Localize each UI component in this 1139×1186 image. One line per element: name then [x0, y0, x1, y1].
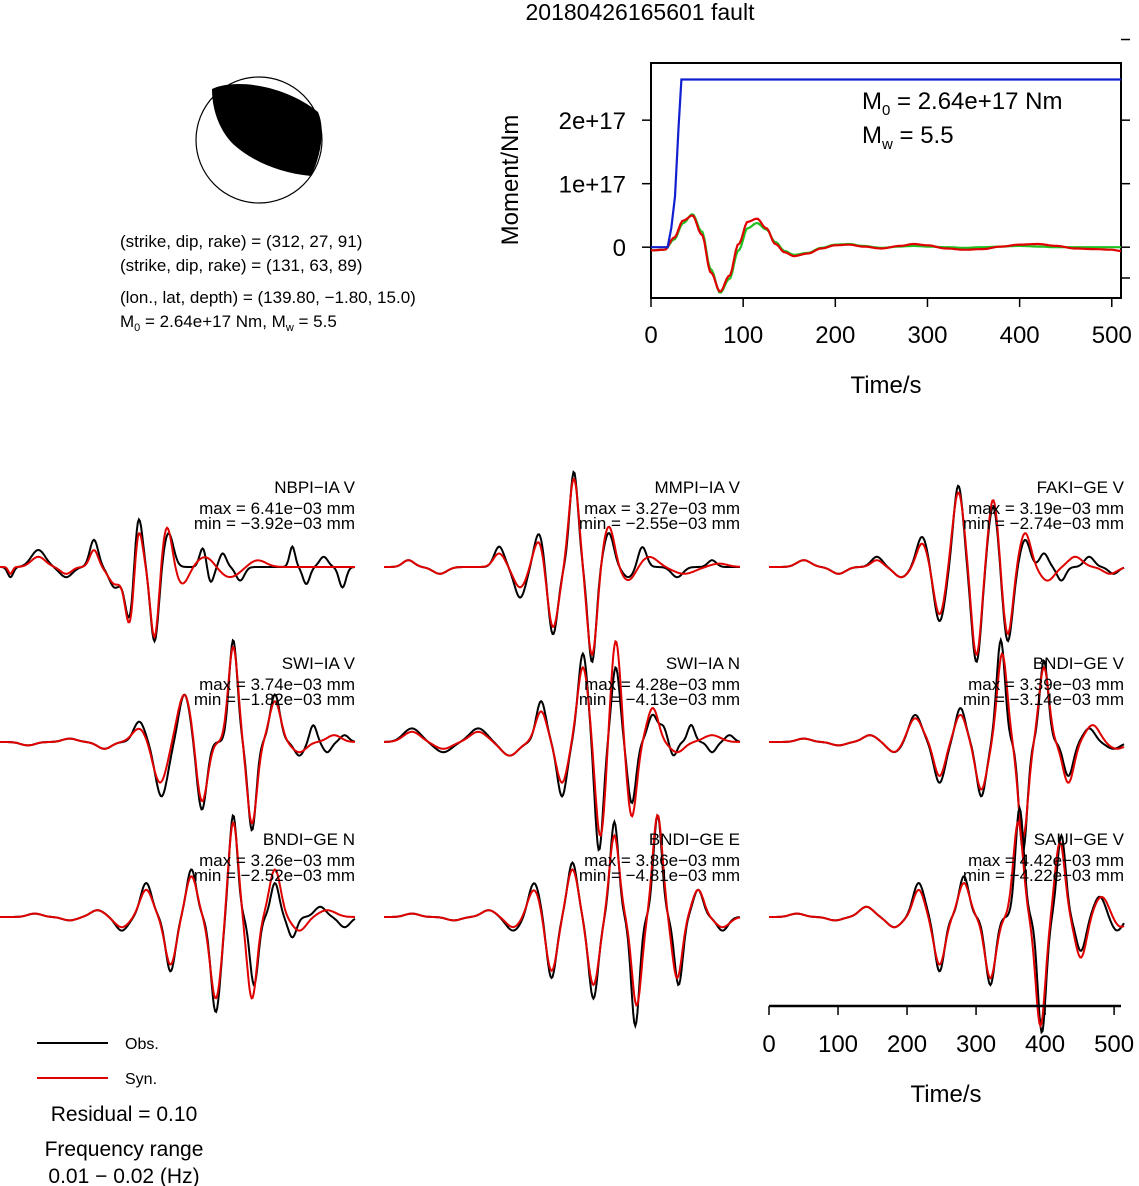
moment-series-syn — [650, 214, 1122, 293]
moment-plot-frame — [650, 62, 1122, 299]
moment-x-tick-label: 0 — [644, 322, 657, 349]
waveform-max-label: max = 3.19e−03 mm — [968, 499, 1124, 518]
waveform-syn-trace — [384, 813, 741, 1007]
frequency-range-value: 0.01 − 0.02 (Hz) — [48, 1165, 199, 1186]
waveform-max-label: max = 4.42e−03 mm — [968, 851, 1124, 870]
waveform-max-label: max = 3.39e−03 mm — [968, 675, 1124, 694]
waveform-station-label: SWI−IA V — [282, 654, 356, 673]
moment-y-tick-label: 1e+17 — [559, 172, 626, 199]
waveform-station-label: BNDI−GE N — [263, 830, 355, 849]
waveform-min-label: min = −4.13e−03 mm — [579, 690, 740, 709]
residual-text: Residual = 0.10 — [51, 1103, 198, 1126]
moment-series-green — [650, 213, 1121, 294]
waveform-x-tick-label: 200 — [887, 1031, 927, 1058]
frequency-range-label: Frequency range — [45, 1138, 204, 1161]
m0-annotation: M0 = 2.64e+17 Nm — [862, 88, 1062, 119]
legend-obs-label: Obs. — [125, 1036, 159, 1053]
waveform-x-tick-label: 100 — [818, 1031, 858, 1058]
moment-x-axis-label: Time/s — [850, 372, 921, 399]
moment-chart: 0 100 200 300 400 500 0 1e+17 2e+17 Moment/Nm T… — [497, 38, 1132, 399]
waveform-syn-trace — [383, 639, 740, 838]
waveform-min-label: min = −3.92e−03 mm — [194, 514, 355, 533]
waveform-max-label: max = 4.28e−03 mm — [584, 675, 740, 694]
waveform-min-label: min = −4.22e−03 mm — [963, 866, 1124, 885]
waveform-station-label: BNDI−GE E — [649, 830, 740, 849]
waveform-max-label: max = 6.41e−03 mm — [199, 499, 355, 518]
waveform-min-label: min = −4.81e−03 mm — [579, 866, 740, 885]
focal-mechanism-beachball — [195, 76, 323, 204]
waveform-max-label: max = 3.74e−03 mm — [199, 675, 355, 694]
waveform-station-label: NBPI−IA V — [274, 478, 355, 497]
waveform-syn-trace — [384, 477, 741, 657]
waveform-syn-trace — [0, 526, 355, 640]
moment-y-axis-label: Moment/Nm — [497, 115, 524, 246]
waveform-x-tick-label: 400 — [1025, 1031, 1065, 1058]
figure-title: 20180426165601 fault — [526, 0, 756, 25]
waveform-min-label: min = −2.52e−03 mm — [194, 866, 355, 885]
location-text: (lon., lat, depth) = (139.80, −1.80, 15.… — [120, 288, 416, 307]
waveform-max-label: max = 3.26e−03 mm — [199, 851, 355, 870]
waveform-min-label: min = −1.82e−03 mm — [194, 690, 355, 709]
moment-x-tick-label: 400 — [1000, 322, 1040, 349]
waveform-station-label: MMPI−IA V — [655, 478, 741, 497]
mw-annotation: Mw = 5.5 — [862, 122, 954, 153]
waveform-syn-trace — [0, 645, 355, 825]
waveform-station-label: BNDI−GE V — [1033, 654, 1125, 673]
plane-2-text: (strike, dip, rake) = (131, 63, 89) — [120, 256, 362, 275]
waveform-x-axis-label: Time/s — [910, 1081, 981, 1108]
moment-x-tick-label: 500 — [1092, 322, 1132, 349]
moment-x-tick-label: 200 — [815, 322, 855, 349]
waveform-min-label: min = −2.55e−03 mm — [579, 514, 740, 533]
waveform-min-label: min = −2.74e−03 mm — [963, 514, 1124, 533]
waveform-station-label: SWI−IA N — [666, 654, 740, 673]
waveform-syn-trace — [769, 652, 1125, 839]
waveform-syn-trace — [769, 491, 1125, 657]
waveform-x-tick-label: 0 — [762, 1031, 775, 1058]
moment-text: M0 = 2.64e+17 Nm, Mw = 5.5 — [120, 312, 337, 334]
moment-series-moment-rate — [651, 78, 1121, 249]
waveform-x-tick-label: 300 — [956, 1031, 996, 1058]
moment-y-tick-label: 0 — [613, 235, 626, 262]
moment-x-tick-label: 100 — [723, 322, 763, 349]
waveform-obs-trace — [0, 517, 356, 644]
waveform-min-label: min = −3.14e−03 mm — [963, 690, 1124, 709]
waveform-time-axis: 0 100 200 300 400 500 Time/s — [762, 1004, 1134, 1108]
plane-1-text: (strike, dip, rake) = (312, 27, 91) — [120, 232, 362, 251]
waveform-station-label: FAKI−GE V — [1037, 478, 1125, 497]
waveform-max-label: max = 3.27e−03 mm — [584, 499, 740, 518]
source-info: (strike, dip, rake) = (312, 27, 91) (str… — [120, 232, 416, 334]
moment-x-tick-label: 300 — [907, 322, 947, 349]
waveform-station-label: SAUI−GE V — [1034, 830, 1125, 849]
moment-y-tick-label: 2e+17 — [559, 108, 626, 135]
waveform-syn-trace — [769, 820, 1125, 1029]
waveform-max-label: max = 3.86e−03 mm — [584, 851, 740, 870]
legend: Obs. Syn. — [37, 1036, 159, 1088]
waveform-obs-trace — [384, 651, 741, 852]
legend-syn-label: Syn. — [125, 1071, 157, 1088]
waveform-syn-trace — [0, 821, 355, 1000]
waveform-x-tick-label: 500 — [1094, 1031, 1134, 1058]
